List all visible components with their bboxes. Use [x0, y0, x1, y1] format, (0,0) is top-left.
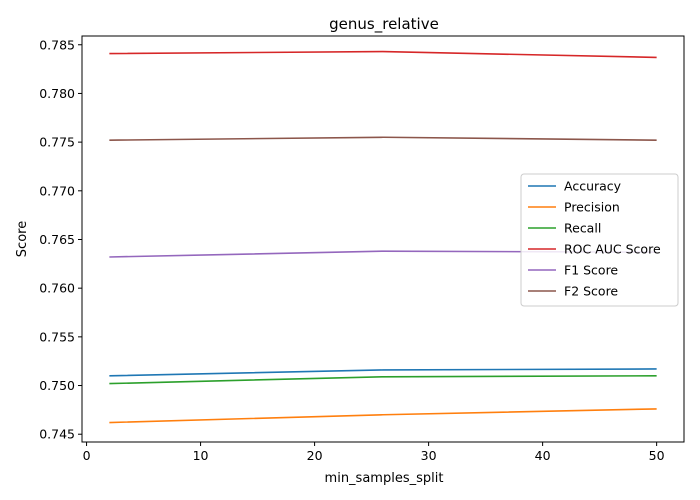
legend-label-f2-score: F2 Score: [564, 284, 618, 299]
x-tick-label: 10: [193, 448, 209, 463]
y-tick-label: 0.750: [39, 378, 75, 393]
x-tick-label: 20: [307, 448, 323, 463]
y-tick-label: 0.765: [39, 232, 75, 247]
y-axis-label: Score: [15, 221, 30, 257]
x-tick-label: 0: [83, 448, 91, 463]
legend-label-precision: Precision: [564, 200, 620, 215]
series-line-accuracy: [109, 368, 657, 377]
y-tick-label: 0.775: [39, 135, 75, 150]
chart-title: genus_relative: [329, 15, 439, 34]
series-line-precision: [109, 408, 657, 424]
y-tick-label: 0.755: [39, 329, 75, 344]
x-tick-label: 30: [421, 448, 437, 463]
legend-label-recall: Recall: [564, 221, 601, 236]
legend-label-roc-auc-score: ROC AUC Score: [564, 242, 661, 257]
legend-label-accuracy: Accuracy: [564, 179, 622, 194]
x-axis: 0 10 20 30 40 50: [83, 442, 665, 463]
y-tick-label: 0.770: [39, 183, 75, 198]
y-tick-label: 0.745: [39, 427, 75, 442]
x-tick-label: 40: [535, 448, 551, 463]
series-line-recall: [109, 374, 657, 385]
y-tick-label: 0.760: [39, 281, 75, 296]
x-axis-label: min_samples_split: [325, 471, 444, 486]
series-line-roc-auc-score: [109, 50, 657, 59]
legend-label-f1-score: F1 Score: [564, 263, 618, 278]
y-tick-label: 0.780: [39, 86, 75, 101]
y-tick-label: 0.785: [39, 37, 75, 52]
x-tick-label: 50: [649, 448, 665, 463]
y-axis: 0.745 0.750 0.755 0.760 0.765 0.770 0.775 0.780…: [39, 37, 82, 442]
legend-box: [520, 173, 679, 307]
series-line-f2-score: [109, 136, 657, 141]
legend: Accuracy Precision Recall ROC AUC Score F1 S…: [520, 173, 679, 307]
